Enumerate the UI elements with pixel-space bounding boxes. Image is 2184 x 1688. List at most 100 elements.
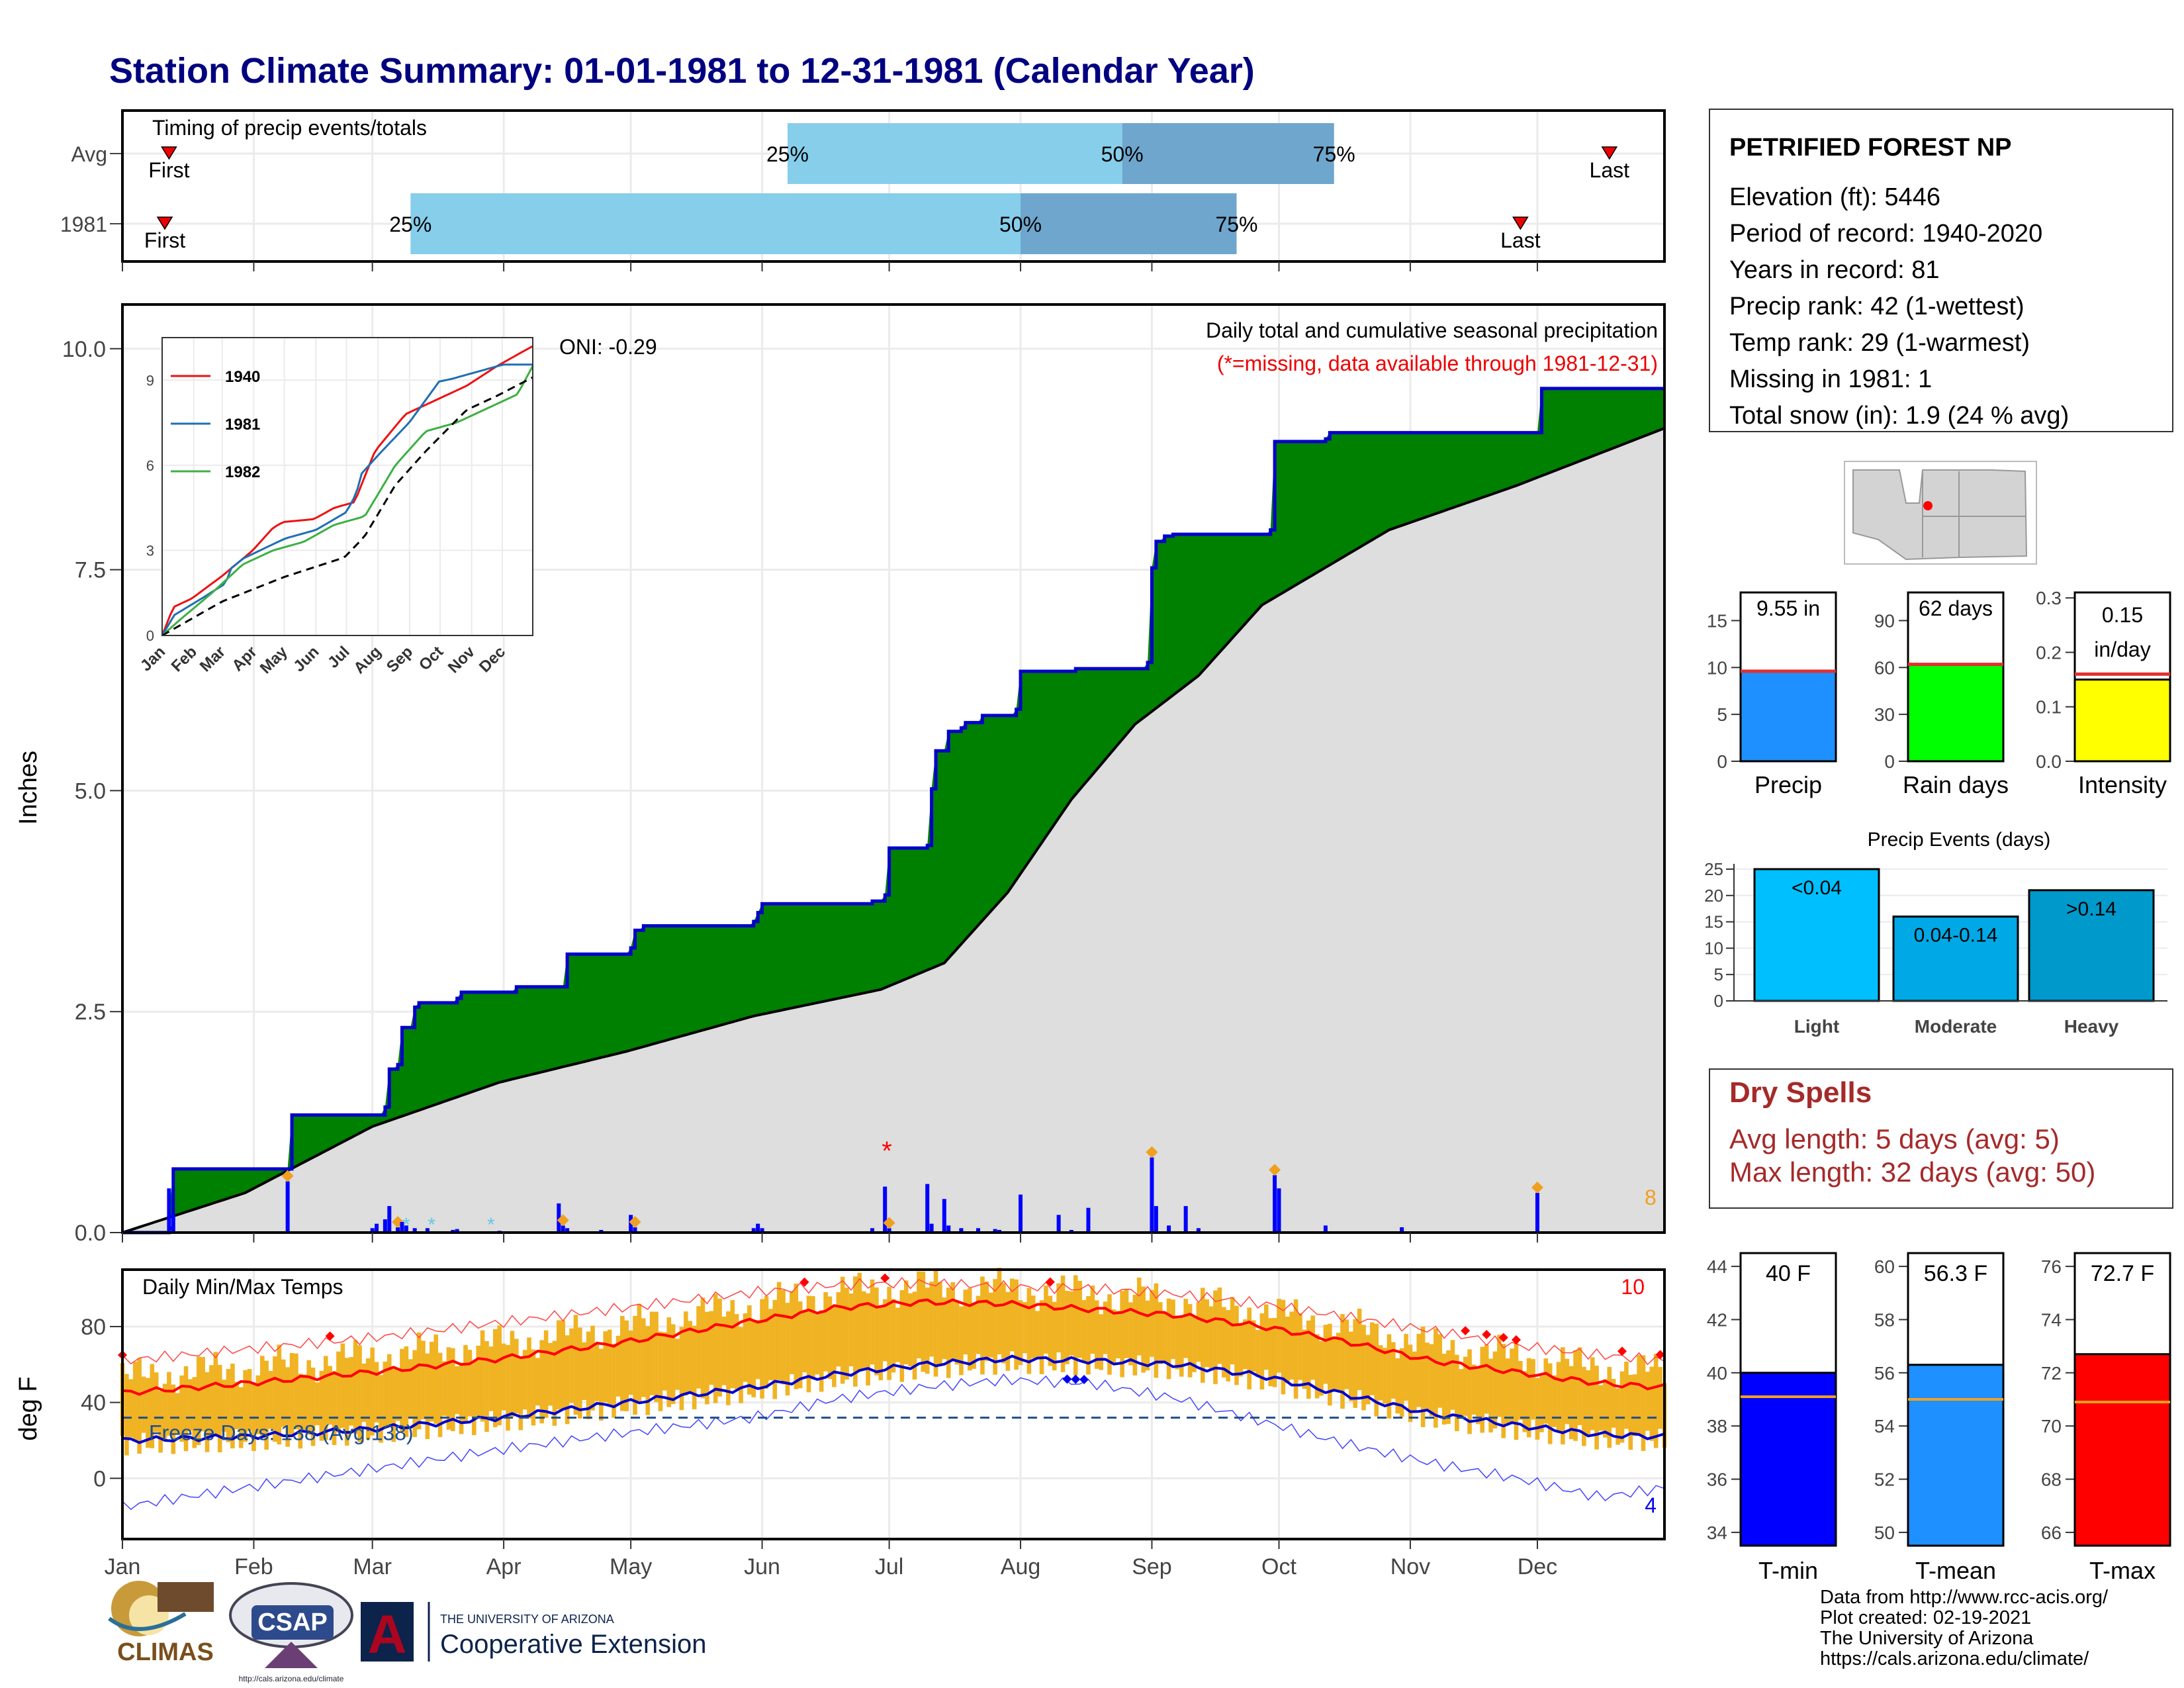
daily-temp-range-bar: [514, 1338, 519, 1413]
daily-temp-range-bar: [1383, 1348, 1387, 1404]
daily-temp-range-bar: [1150, 1289, 1154, 1357]
daily-temp-range-bar: [1547, 1363, 1553, 1444]
summary-ytick-label: 5: [1717, 704, 1727, 725]
daily-temp-range-bar: [527, 1337, 531, 1419]
daily-temp-range-bar: [963, 1289, 968, 1355]
daily-temp-range-bar: [1094, 1300, 1099, 1369]
daily-temp-range-bar: [730, 1300, 735, 1389]
record-high-marker: [1498, 1333, 1508, 1342]
daily-temp-range-bar: [692, 1325, 697, 1409]
daily-temp-range-bar: [713, 1293, 718, 1403]
tbar-ytick-label: 44: [1707, 1256, 1727, 1277]
daily-temp-range-bar: [794, 1284, 799, 1389]
daily-temp-range-bar: [196, 1356, 201, 1445]
daily-temp-range-bar: [1166, 1298, 1171, 1380]
daily-temp-range-bar: [1099, 1314, 1103, 1370]
daily-temp-range-bar: [984, 1281, 989, 1362]
daily-temp-range-bar: [811, 1296, 815, 1380]
daily-temp-range-bar: [1543, 1358, 1549, 1424]
tbar-ytick-label: 42: [1707, 1309, 1727, 1330]
daily-temp-range-bar: [522, 1350, 527, 1410]
daily-temp-range-bar: [624, 1320, 629, 1412]
summary-value-label: 62 days: [1919, 596, 1993, 620]
daily-temp-range-bar: [836, 1291, 841, 1367]
summary-ytick-label: 0: [1717, 751, 1727, 772]
climas-logo-text: CLIMAS: [117, 1638, 214, 1666]
events-ytick-label: 15: [1704, 912, 1723, 932]
daily-temp-range-bar: [1255, 1330, 1260, 1378]
oni-label: ONI: -0.29: [559, 335, 657, 359]
month-label: Apr: [486, 1554, 522, 1579]
precip-header: Daily total and cumulative seasonal prec…: [1206, 318, 1658, 342]
daily-temp-range-bar: [1561, 1347, 1565, 1444]
summary-value-unit: in/day: [2094, 637, 2150, 661]
daily-precip-bar: [285, 1181, 290, 1233]
daily-temp-range-bar: [1158, 1302, 1163, 1364]
daily-temp-range-bar: [1052, 1301, 1057, 1371]
daily-temp-range-bar: [785, 1303, 790, 1396]
daily-temp-range-bar: [557, 1320, 561, 1410]
daily-temp-range-bar: [628, 1330, 633, 1395]
tbar-value-bar: [2073, 1353, 2171, 1547]
daily-temp-range-bar: [1259, 1313, 1265, 1390]
snow-marker: *: [402, 1214, 410, 1236]
daily-precip-bar: [1167, 1225, 1171, 1233]
daily-temp-range-bar: [137, 1358, 142, 1454]
daily-temp-range-bar: [887, 1287, 891, 1380]
daily-temp-range-bar: [1175, 1318, 1180, 1370]
daily-precip-bar: [629, 1215, 633, 1233]
daily-temp-range-bar: [641, 1318, 646, 1397]
daily-temp-range-bar: [954, 1300, 960, 1365]
daily-temp-range-bar: [1128, 1302, 1133, 1366]
daily-temp-range-bar: [416, 1332, 422, 1430]
temp-title: Daily Min/Max Temps: [142, 1275, 343, 1299]
daily-temp-range-bar: [1132, 1294, 1138, 1376]
daily-temp-range-bar: [315, 1382, 320, 1425]
daily-temp-range-bar: [1090, 1286, 1095, 1354]
daily-precip-bar: [887, 1228, 891, 1233]
daily-temp-range-bar: [594, 1343, 600, 1401]
tbar-ytick-label: 52: [1874, 1470, 1895, 1490]
summary-value-label: 0.15: [2102, 603, 2143, 627]
daily-temp-range-bar: [840, 1276, 845, 1384]
footer-credits: Data from http://www.rcc-acis.org/Plot c…: [1820, 1587, 2109, 1669]
event-range-label: <0.04: [1792, 877, 1842, 899]
temp-ytick-label: 80: [81, 1315, 106, 1340]
daily-precip-bar: [599, 1229, 604, 1233]
daily-temp-range-bar: [459, 1362, 464, 1434]
daily-temp-range-bar: [993, 1279, 997, 1375]
daily-temp-range-bar: [853, 1276, 858, 1387]
first-event-marker: [156, 216, 173, 230]
daily-temp-range-bar: [442, 1361, 447, 1416]
daily-temp-range-bar: [1374, 1323, 1379, 1417]
precip-ytick-label: 7.5: [75, 558, 106, 583]
events-ytick-label: 5: [1714, 964, 1723, 984]
timing-q25-label: 25%: [766, 142, 809, 166]
daily-temp-range-bar: [124, 1374, 129, 1456]
daily-temp-range-bar: [535, 1358, 540, 1406]
daily-temp-range-bar: [306, 1360, 311, 1435]
daily-temp-range-bar: [870, 1279, 875, 1365]
daily-temp-range-bar: [603, 1331, 608, 1403]
daily-temp-range-bar: [450, 1348, 455, 1432]
daily-temp-range-bar: [679, 1327, 684, 1411]
avg-min-line: [122, 1354, 1665, 1444]
daily-temp-range-bar: [344, 1358, 349, 1446]
inset-ytick-label: 6: [146, 457, 154, 474]
timing-q50-label: 50%: [999, 212, 1042, 236]
inset-frame: [161, 337, 533, 636]
precip-ytick-label: 5.0: [75, 778, 106, 804]
temp-ytick-label: 40: [81, 1391, 106, 1416]
summary-ytick-label: 0: [1884, 751, 1895, 772]
daily-temp-range-bar: [408, 1359, 413, 1419]
daily-temp-range-bar: [721, 1316, 727, 1385]
tbar-ytick-label: 36: [1707, 1470, 1727, 1490]
tbar-value-label: 56.3 F: [1924, 1261, 1987, 1286]
daily-temp-range-bar: [1433, 1328, 1438, 1428]
daily-temp-range-bar: [1649, 1366, 1655, 1441]
daily-temp-range-bar: [1115, 1311, 1120, 1359]
daily-temp-range-bar: [1319, 1340, 1324, 1396]
daily-temp-range-bar: [1510, 1348, 1514, 1424]
month-label: Mar: [353, 1554, 392, 1579]
precip-count-label: 8: [1645, 1186, 1657, 1209]
